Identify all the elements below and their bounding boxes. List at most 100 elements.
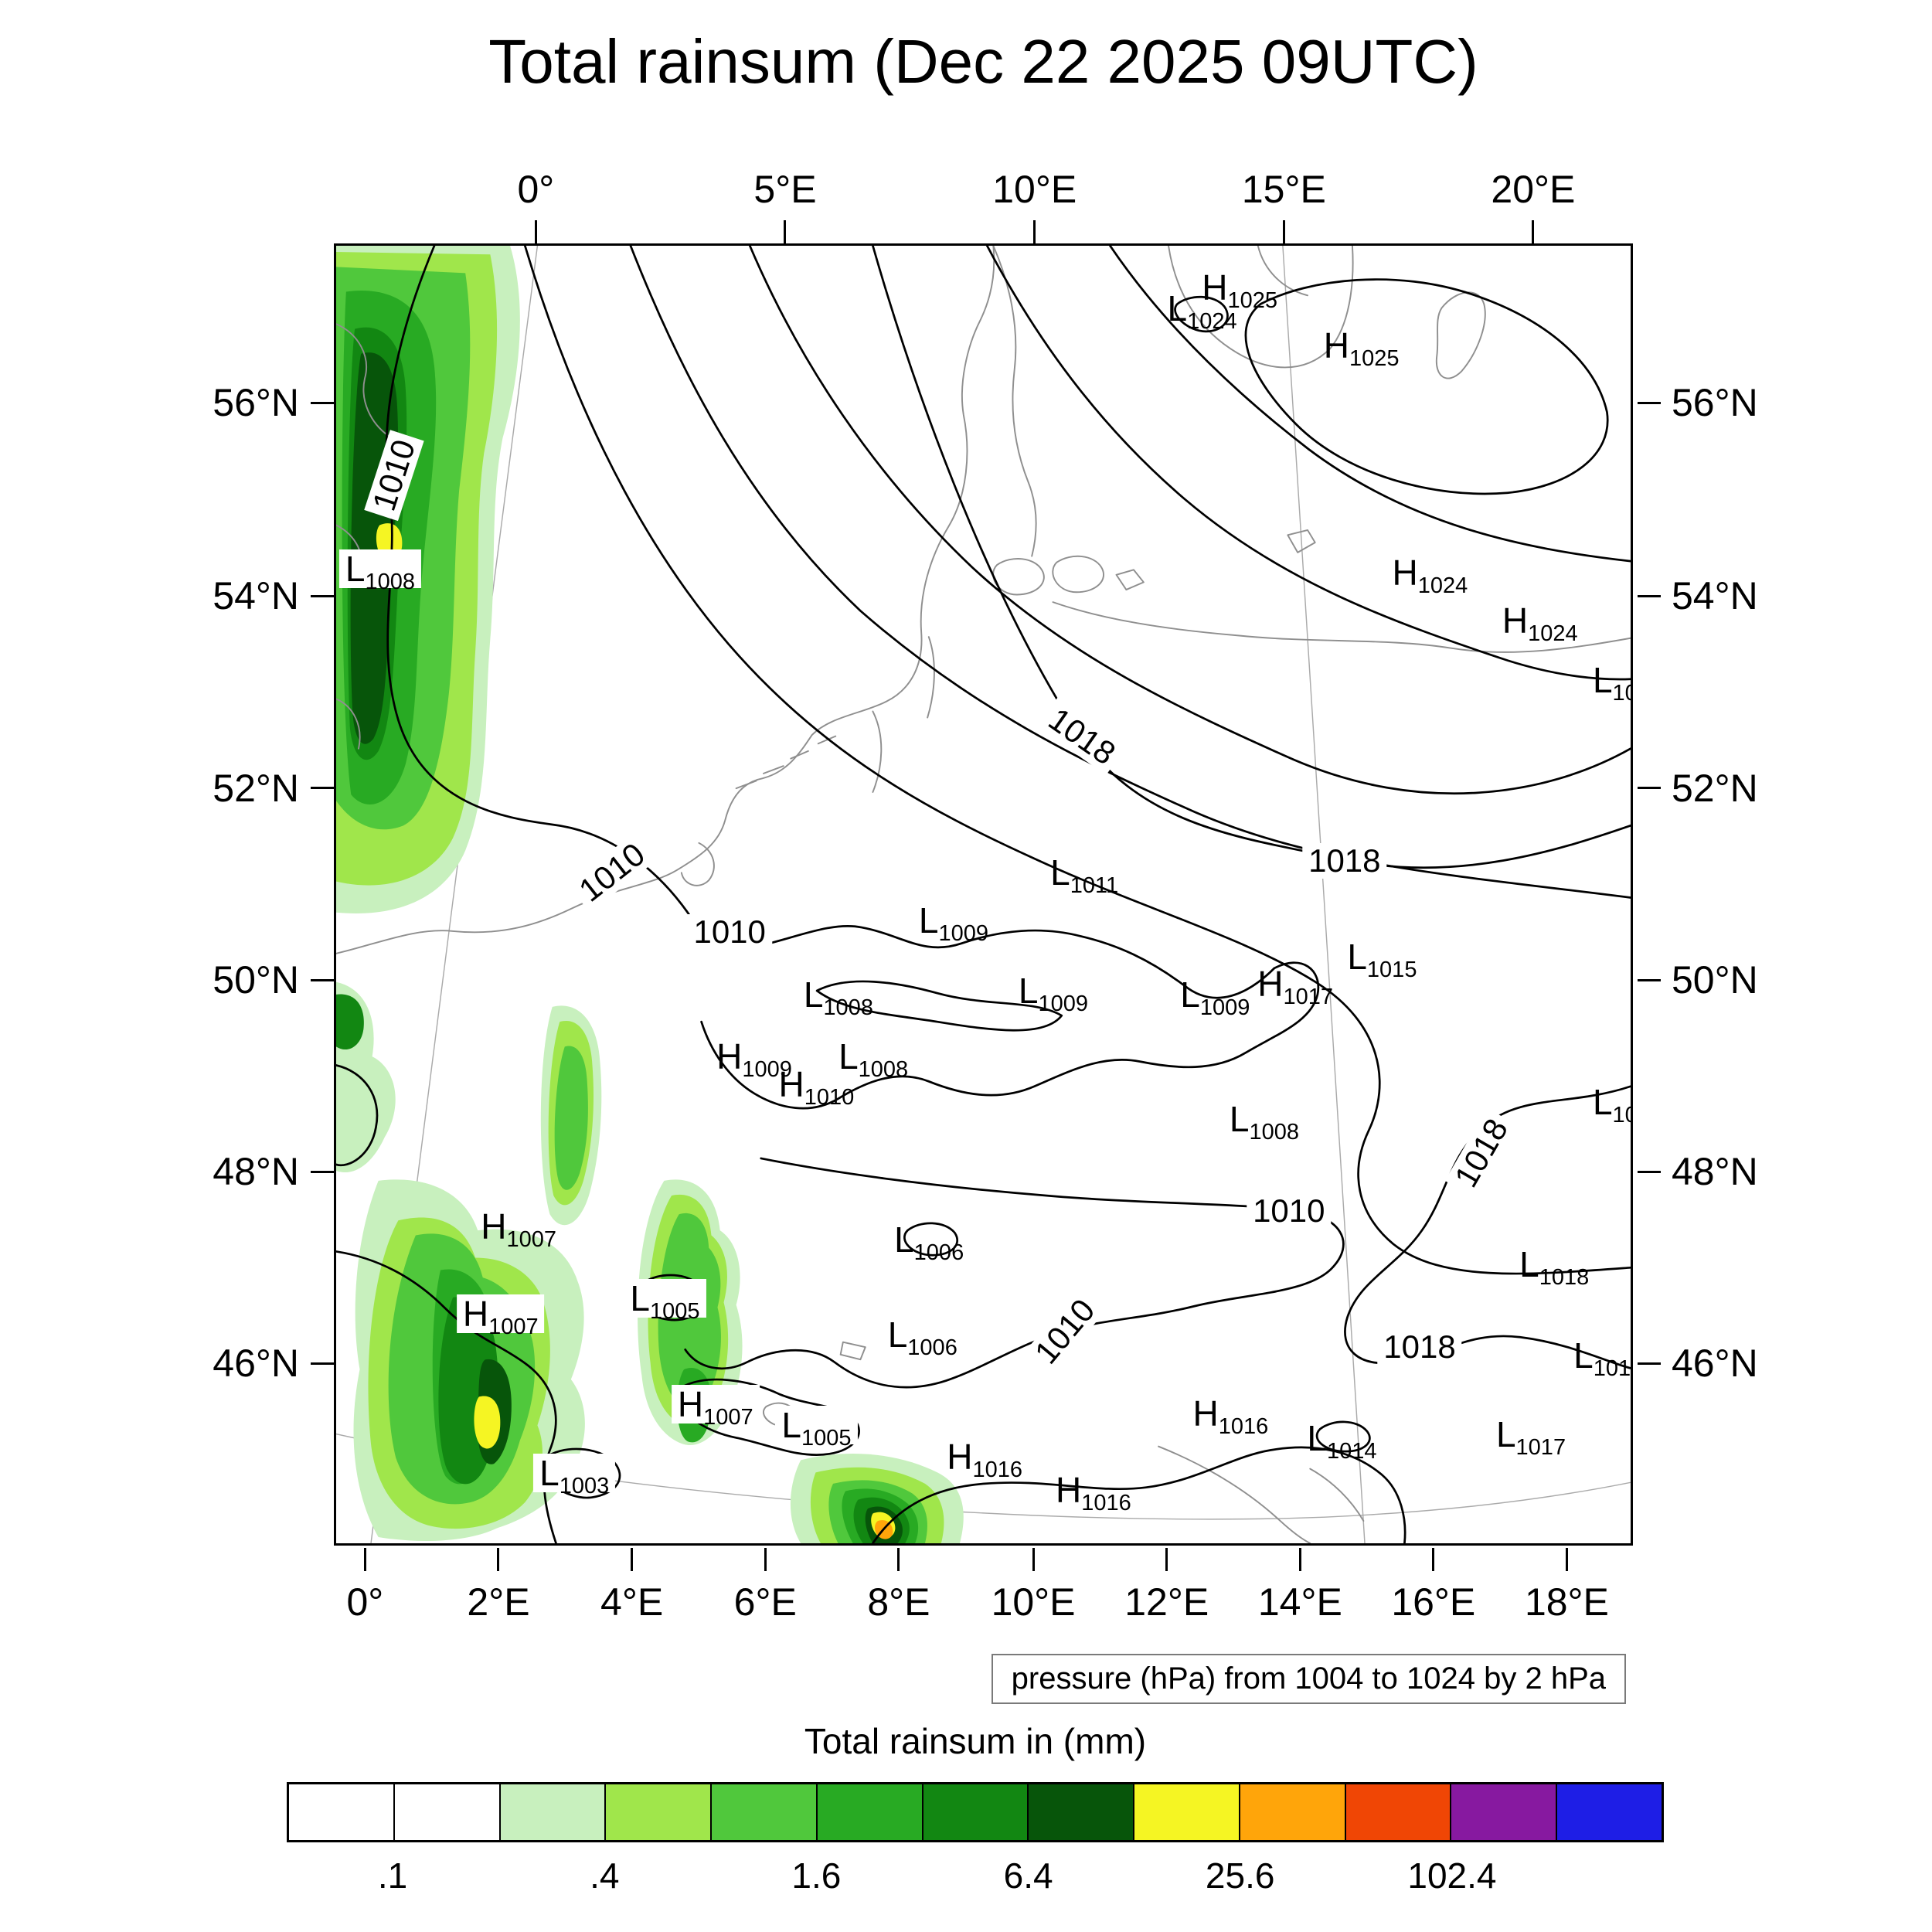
pressure-center-letter: H: [1192, 1393, 1219, 1434]
axis-tick-bottom: [497, 1548, 500, 1571]
pressure-label-layer: L1024H1025H1025H1024H1024L10L1008L1011L1…: [336, 246, 1631, 1543]
pressure-center-letter: L: [1592, 1082, 1613, 1123]
pressure-center-l1024: L1024: [1168, 291, 1237, 333]
pressure-center-letter: L: [1573, 1335, 1594, 1376]
pressure-center-letter: H: [1257, 964, 1284, 1005]
pressure-center-value: 1016: [1081, 1491, 1131, 1516]
axis-label-left: 54°N: [213, 574, 299, 618]
pressure-center-l1005: L1005: [775, 1405, 858, 1450]
axis-label-right: 56°N: [1672, 381, 1758, 425]
colorbar-tick-label: .1: [377, 1855, 408, 1896]
pressure-center-value: 1006: [907, 1335, 957, 1360]
pressure-center-h1009: H1009: [716, 1039, 792, 1081]
pressure-center-l1006: L1006: [894, 1219, 964, 1264]
pressure-center-letter: H: [1323, 325, 1349, 366]
axis-tick-top: [784, 220, 787, 243]
pressure-center-h1016: H1016: [1056, 1470, 1131, 1515]
pressure-center-value: 1014: [1327, 1439, 1377, 1464]
isobar-value-label: 1010: [567, 832, 657, 913]
axis-label-bottom: 18°E: [1524, 1580, 1609, 1624]
axis-tick-bottom: [631, 1548, 634, 1571]
pressure-center-value: 1016: [1218, 1414, 1269, 1440]
pressure-center-value: 1009: [938, 921, 989, 947]
colorbar-cell: [604, 1784, 711, 1840]
pressure-center-l1006: L1006: [887, 1314, 957, 1359]
axis-label-top: 0°: [517, 168, 555, 211]
colorbar: [287, 1782, 1664, 1842]
map-area: L1024H1025H1025H1024H1024L10L1008L1011L1…: [334, 243, 1633, 1546]
pressure-center-l1018: L1018: [1519, 1244, 1589, 1289]
pressure-center-value: 1007: [703, 1405, 753, 1430]
pressure-center-letter: L: [781, 1405, 801, 1446]
pressure-center-h1024: H1024: [1502, 603, 1578, 645]
pressure-center-l10: L10: [1592, 1082, 1631, 1127]
pressure-center-letter: L: [1519, 1244, 1539, 1284]
axis-label-top: 10°E: [992, 168, 1077, 211]
axis-tick-top: [534, 220, 537, 243]
pressure-center-letter: L: [1050, 852, 1070, 893]
pressure-center-l1008: L1008: [338, 549, 421, 594]
axis-tick-right: [1638, 1362, 1661, 1365]
colorbar-cell: [498, 1784, 605, 1840]
pressure-center-value: 1009: [1038, 991, 1088, 1016]
axis-tick-right: [1638, 401, 1661, 404]
pressure-center-value: 1009: [742, 1057, 792, 1083]
axis-label-right: 48°N: [1672, 1150, 1758, 1194]
axis-label-bottom: 14°E: [1257, 1580, 1342, 1624]
pressure-center-letter: L: [1229, 1098, 1250, 1139]
pressure-center-letter: L: [887, 1314, 908, 1355]
pressure-center-value: 1024: [1417, 573, 1468, 599]
pressure-center-value: 1024: [1187, 308, 1237, 334]
pressure-center-h1016: H1016: [1192, 1393, 1269, 1438]
pressure-center-value: 1008: [365, 570, 415, 595]
axis-tick-bottom: [1165, 1548, 1168, 1571]
axis-label-bottom: 8°E: [867, 1580, 930, 1624]
pressure-center-letter: L: [803, 974, 824, 1015]
isobar-value-label: 1018: [1302, 842, 1387, 879]
pressure-center-value: 1005: [649, 1298, 700, 1324]
pressure-center-l1008: L1008: [838, 1036, 908, 1081]
colorbar-tick-label: 25.6: [1205, 1855, 1275, 1896]
axis-tick-left: [311, 1170, 334, 1173]
axis-tick-bottom: [764, 1548, 767, 1571]
pressure-center-letter: L: [539, 1453, 560, 1494]
pressure-center-letter: L: [1495, 1413, 1516, 1454]
pressure-center-value: 1018: [1539, 1265, 1590, 1290]
pressure-center-letter: L: [918, 900, 939, 941]
pressure-center-letter: L: [838, 1036, 859, 1077]
pressure-center-letter: H: [1202, 267, 1228, 308]
axis-label-left: 52°N: [213, 766, 299, 810]
pressure-center-value: 1015: [1366, 957, 1417, 983]
pressure-center-letter: L: [1307, 1418, 1328, 1458]
pressure-center-letter: H: [1392, 553, 1418, 594]
axis-tick-right: [1638, 594, 1661, 597]
pressure-center-value: 1007: [488, 1314, 539, 1339]
isobar-value-label: 1010: [1024, 1287, 1106, 1376]
pressure-center-letter: L: [1180, 974, 1200, 1015]
colorbar-cell: [710, 1784, 816, 1840]
axis-label-bottom: 6°E: [733, 1580, 797, 1624]
axis-tick-left: [311, 1362, 334, 1365]
pressure-center-letter: H: [481, 1206, 507, 1247]
pressure-center-letter: H: [1056, 1470, 1082, 1511]
colorbar-tick-label: .4: [590, 1855, 620, 1896]
pressure-center-h1016: H1016: [947, 1439, 1022, 1481]
coastlines: [336, 246, 1631, 1543]
pressure-center-value: 1010: [804, 1084, 855, 1110]
isobar-value-label: 1018: [1036, 697, 1127, 775]
isobar-value-label: 1010: [364, 430, 425, 522]
colorbar-cell: [1027, 1784, 1134, 1840]
isobar-value-label: 1018: [1445, 1107, 1519, 1199]
pressure-center-value: 10: [1612, 1103, 1631, 1128]
colorbar-cell: [921, 1784, 1028, 1840]
axis-label-bottom: 4°E: [600, 1580, 664, 1624]
axis-label-bottom: 16°E: [1391, 1580, 1476, 1624]
pressure-center-letter: L: [630, 1277, 650, 1318]
pressure-center-letter: L: [894, 1219, 914, 1260]
axis-tick-left: [311, 594, 334, 597]
pressure-center-l1014: L1014: [1307, 1418, 1376, 1463]
pressure-center-h1007: H1007: [481, 1206, 556, 1251]
pressure-center-l1008: L1008: [803, 974, 873, 1019]
axis-label-right: 54°N: [1672, 574, 1758, 618]
pressure-center-h1010: H1010: [779, 1066, 855, 1109]
